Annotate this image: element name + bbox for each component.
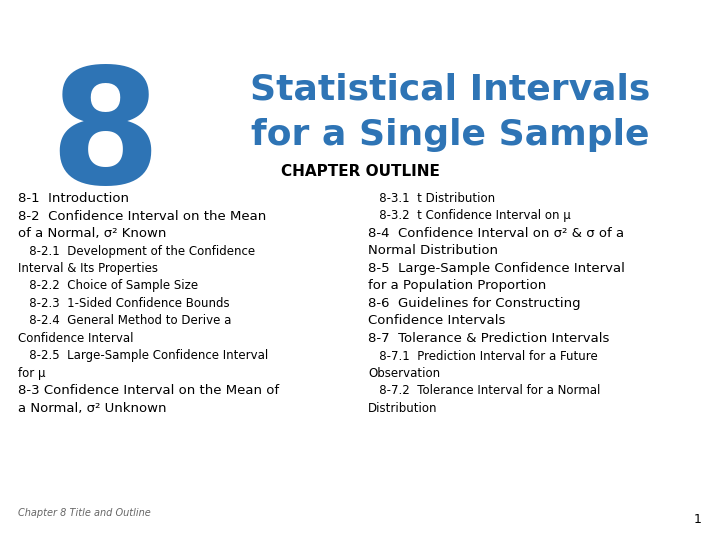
Text: 8-3.1  t Distribution: 8-3.1 t Distribution [368,192,495,205]
Text: for a Single Sample: for a Single Sample [251,118,649,152]
Text: 8-7  Tolerance & Prediction Intervals: 8-7 Tolerance & Prediction Intervals [368,332,609,345]
Text: 8-6  Guidelines for Constructing: 8-6 Guidelines for Constructing [368,297,580,310]
Text: 8-2.2  Choice of Sample Size: 8-2.2 Choice of Sample Size [18,280,198,293]
Text: of a Normal, σ² Known: of a Normal, σ² Known [18,227,166,240]
Text: 1: 1 [694,513,702,526]
Text: 8-7.1  Prediction Interval for a Future: 8-7.1 Prediction Interval for a Future [368,349,598,362]
Text: for μ: for μ [18,367,45,380]
Text: 8-2.4  General Method to Derive a: 8-2.4 General Method to Derive a [18,314,231,327]
Text: Normal Distribution: Normal Distribution [368,245,498,258]
Text: Distribution: Distribution [368,402,438,415]
Text: 8: 8 [50,63,161,218]
Text: Interval & Its Properties: Interval & Its Properties [18,262,158,275]
Text: Confidence Interval: Confidence Interval [18,332,133,345]
Text: CHAPTER OUTLINE: CHAPTER OUTLINE [281,165,439,179]
Text: Observation: Observation [368,367,440,380]
Text: 8-2  Confidence Interval on the Mean: 8-2 Confidence Interval on the Mean [18,210,266,222]
Text: a Normal, σ² Unknown: a Normal, σ² Unknown [18,402,166,415]
Text: 8-4  Confidence Interval on σ² & σ of a: 8-4 Confidence Interval on σ² & σ of a [368,227,624,240]
Text: 8-5  Large-Sample Confidence Interval: 8-5 Large-Sample Confidence Interval [368,262,625,275]
Text: 8-2.5  Large-Sample Confidence Interval: 8-2.5 Large-Sample Confidence Interval [18,349,269,362]
Text: 8-2.1  Development of the Confidence: 8-2.1 Development of the Confidence [18,245,255,258]
Text: for a Population Proportion: for a Population Proportion [368,280,546,293]
Text: 8-3 Confidence Interval on the Mean of: 8-3 Confidence Interval on the Mean of [18,384,279,397]
Text: Confidence Intervals: Confidence Intervals [368,314,505,327]
Text: 8-3.2  t Confidence Interval on μ: 8-3.2 t Confidence Interval on μ [368,210,571,222]
Text: Chapter 8 Title and Outline: Chapter 8 Title and Outline [18,508,150,518]
Text: 8-1  Introduction: 8-1 Introduction [18,192,129,205]
Text: 8-7.2  Tolerance Interval for a Normal: 8-7.2 Tolerance Interval for a Normal [368,384,600,397]
Text: 8-2.3  1-Sided Confidence Bounds: 8-2.3 1-Sided Confidence Bounds [18,297,230,310]
Text: Statistical Intervals: Statistical Intervals [250,73,650,107]
